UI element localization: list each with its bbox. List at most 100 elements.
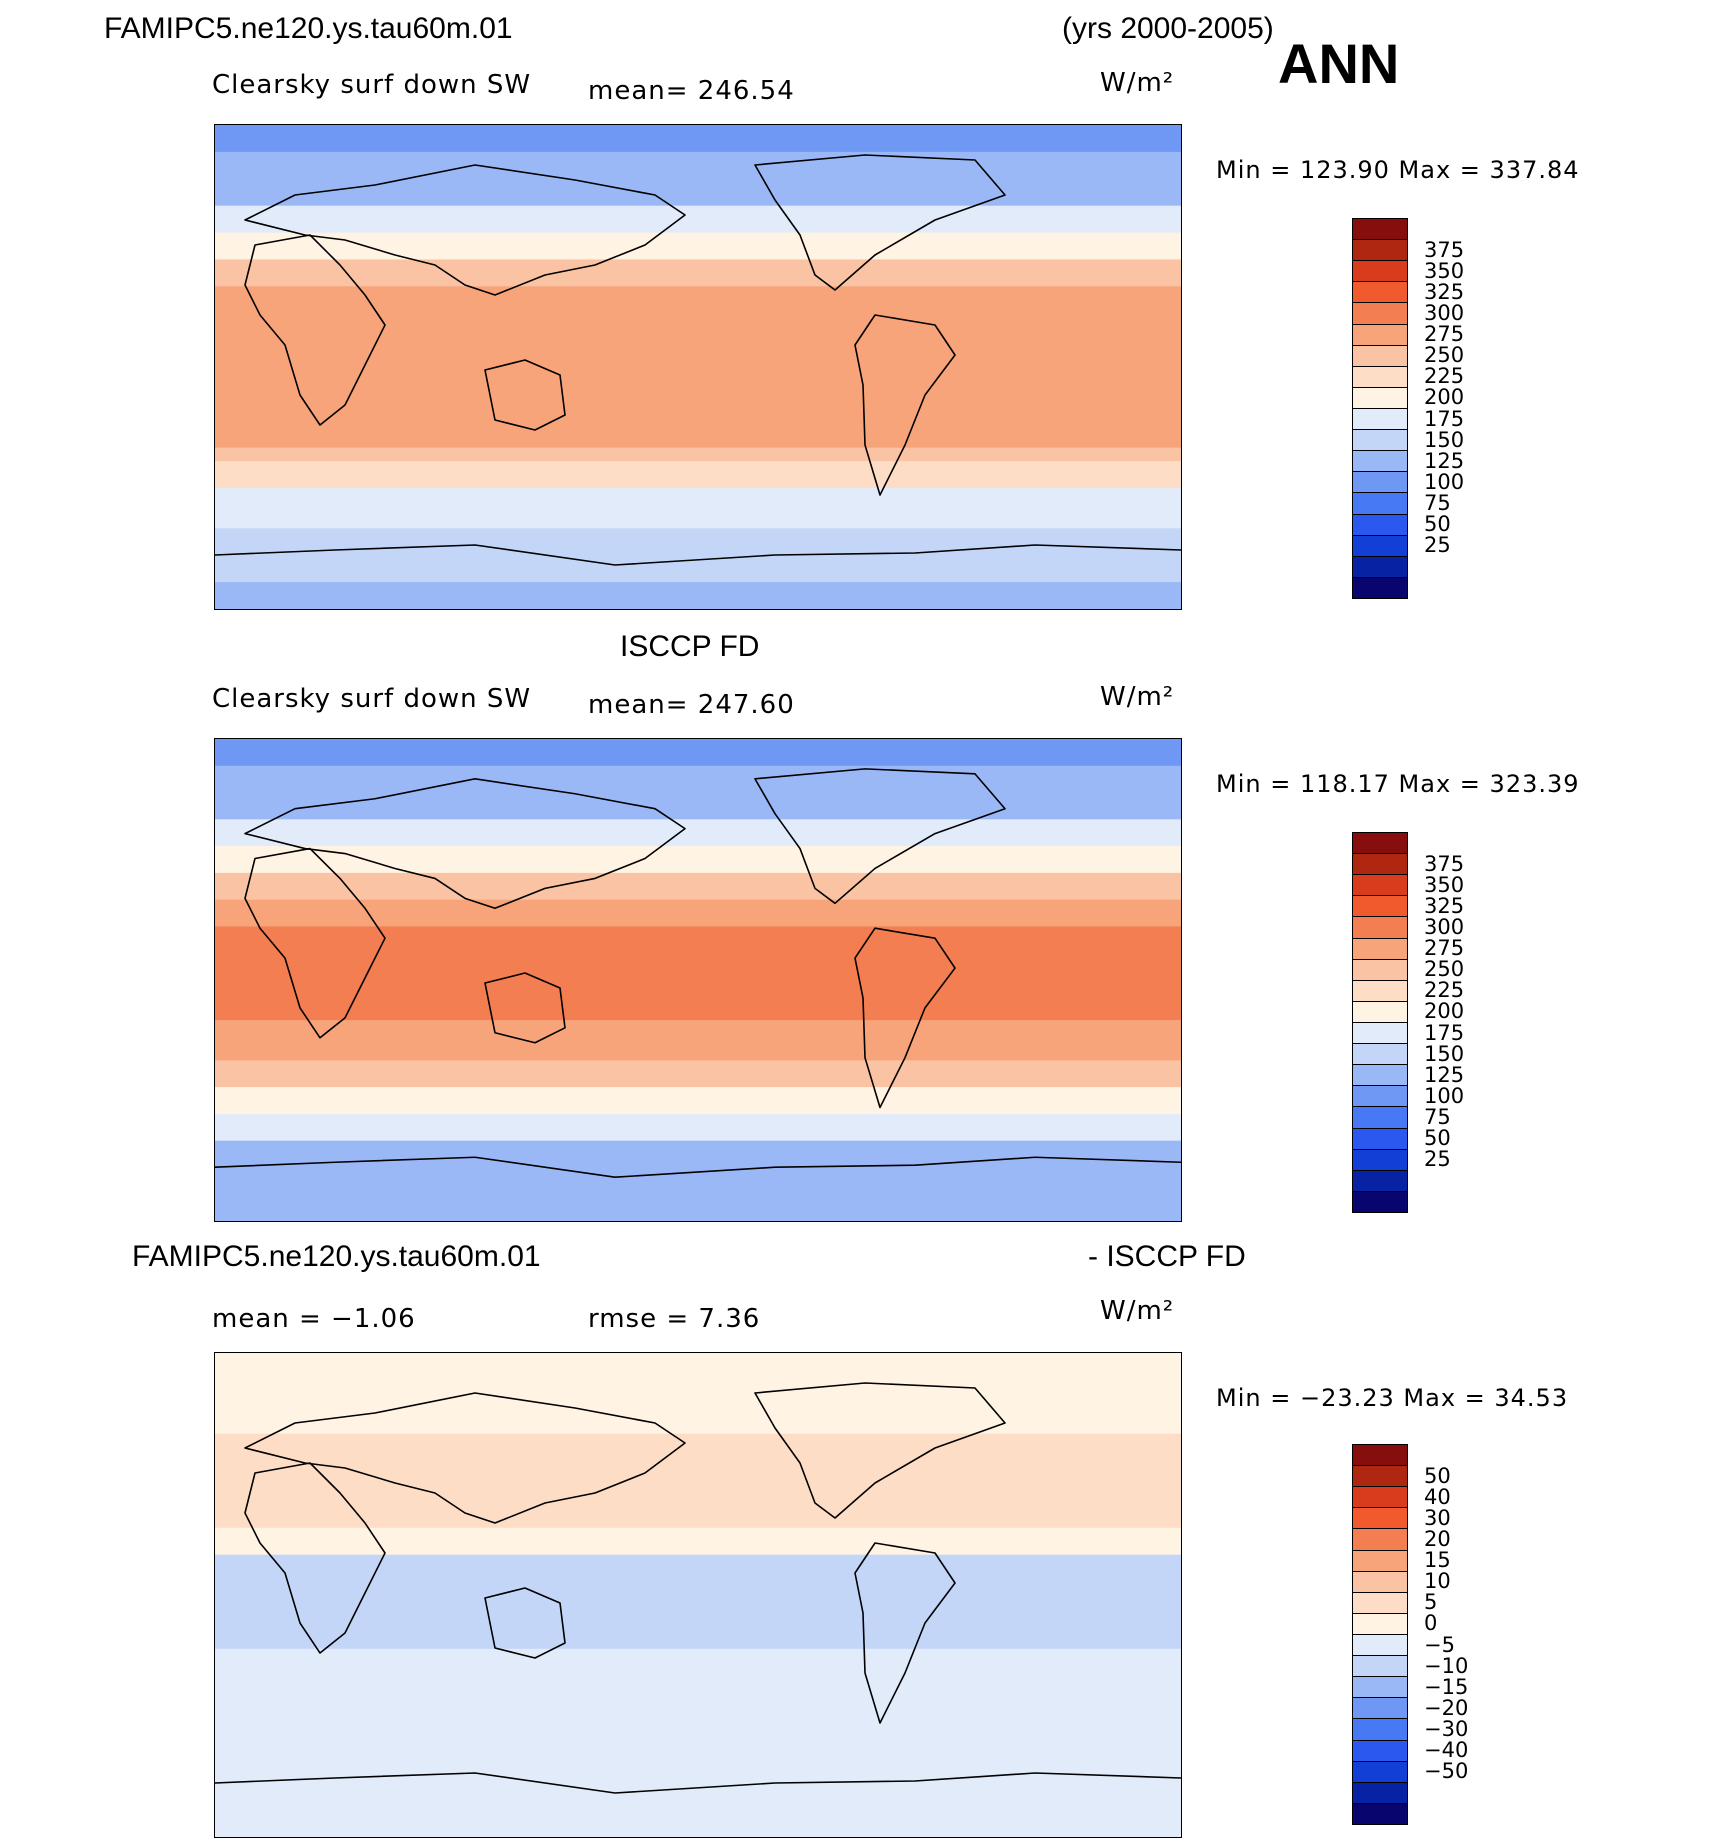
colorbar-swatch xyxy=(1352,576,1408,599)
panel2-variable: Clearsky surf down SW xyxy=(212,684,532,714)
colorbar-swatch xyxy=(1352,874,1408,897)
panel2-map xyxy=(214,738,1182,1222)
colorbar-swatch xyxy=(1352,1022,1408,1045)
colorbar-label: −20 xyxy=(1424,1695,1469,1720)
colorbar-swatch xyxy=(1352,281,1408,304)
zonal-band-9 xyxy=(215,1087,1181,1115)
panel3-title-right: - ISCCP FD xyxy=(1088,1240,1246,1273)
coastline-2 xyxy=(484,359,566,431)
panel1-mean: mean= 246.54 xyxy=(588,76,795,106)
colorbar-swatch xyxy=(1352,492,1408,515)
zonal-band-4 xyxy=(215,872,1181,901)
colorbar-label: 275 xyxy=(1424,936,1465,961)
panel2-mean: mean= 247.60 xyxy=(588,690,795,720)
colorbar-label: 325 xyxy=(1424,893,1465,918)
colorbar-label: 25 xyxy=(1424,533,1451,558)
colorbar-label: 100 xyxy=(1424,1083,1465,1108)
colorbar-swatch xyxy=(1352,1781,1408,1804)
zonal-band-10 xyxy=(215,582,1181,609)
coastline-5 xyxy=(215,544,1181,566)
colorbar-swatch xyxy=(1352,1760,1408,1783)
panel3-units: W/m² xyxy=(1100,1296,1175,1326)
colorbar-swatch xyxy=(1352,937,1408,960)
colorbar-swatch xyxy=(1352,323,1408,346)
colorbar-swatch xyxy=(1352,1127,1408,1150)
panel3-rmse: rmse = 7.36 xyxy=(588,1304,761,1334)
colorbar-swatch xyxy=(1352,1570,1408,1593)
zonal-band-6 xyxy=(215,926,1181,1021)
colorbar-swatch xyxy=(1352,1507,1408,1530)
panel3-contour-field xyxy=(215,1353,1181,1837)
zonal-band-5 xyxy=(215,1648,1181,1757)
zonal-band-7 xyxy=(215,1020,1181,1061)
zonal-band-2 xyxy=(215,819,1181,847)
colorbar-swatch xyxy=(1352,1064,1408,1087)
zonal-band-8 xyxy=(215,1060,1181,1088)
panel1-map xyxy=(214,124,1182,610)
colorbar-label: 30 xyxy=(1424,1505,1451,1530)
panel1-variable: Clearsky surf down SW xyxy=(212,70,532,100)
colorbar-label: 350 xyxy=(1424,258,1465,283)
colorbar-swatch xyxy=(1352,302,1408,325)
panel2-minmax: Min = 118.17 Max = 323.39 xyxy=(1216,770,1580,798)
colorbar-label: 375 xyxy=(1424,851,1465,876)
coastline-3 xyxy=(754,154,1006,291)
colorbar-label: 250 xyxy=(1424,343,1465,368)
colorbar-swatch xyxy=(1352,1549,1408,1572)
colorbar-swatch xyxy=(1352,555,1408,578)
colorbar-label: −5 xyxy=(1424,1632,1455,1657)
colorbar-swatch xyxy=(1352,1655,1408,1678)
colorbar-swatch xyxy=(1352,344,1408,367)
colorbar-swatch xyxy=(1352,1718,1408,1741)
panel2-contour-field xyxy=(215,739,1181,1221)
colorbar-label: 275 xyxy=(1424,322,1465,347)
zonal-band-7 xyxy=(215,461,1181,489)
colorbar-label: −10 xyxy=(1424,1653,1469,1678)
colorbar-label: 125 xyxy=(1424,1062,1465,1087)
panel3-mean: mean = −1.06 xyxy=(212,1304,416,1334)
coastline-5 xyxy=(215,1772,1181,1794)
colorbar-swatch xyxy=(1352,1528,1408,1551)
colorbar-label: 50 xyxy=(1424,1126,1451,1151)
coastline-1 xyxy=(244,778,686,910)
colorbar-label: 125 xyxy=(1424,448,1465,473)
colorbar-label: 5 xyxy=(1424,1590,1438,1615)
colorbar-label: 175 xyxy=(1424,406,1465,431)
colorbar-swatch xyxy=(1352,1444,1408,1467)
zonal-band-2 xyxy=(215,205,1181,234)
coastline-1 xyxy=(244,1392,686,1524)
season-label: ANN xyxy=(1278,32,1400,95)
zonal-band-6 xyxy=(215,447,1181,462)
zonal-band-8 xyxy=(215,488,1181,529)
panel2-title: ISCCP FD xyxy=(620,630,760,663)
colorbar-swatch xyxy=(1352,429,1408,452)
coastline-4 xyxy=(854,314,956,496)
colorbar-label: 150 xyxy=(1424,427,1465,452)
colorbar-label: 175 xyxy=(1424,1020,1465,1045)
colorbar-swatch xyxy=(1352,386,1408,409)
colorbar-label: −40 xyxy=(1424,1738,1469,1763)
panel1-colorbar: 375 350 325 300 275 250 225 200 175 150 125 100 75 50… xyxy=(1352,218,1482,599)
colorbar-label: 50 xyxy=(1424,512,1451,537)
colorbar-swatch xyxy=(1352,471,1408,494)
colorbar-label: −50 xyxy=(1424,1759,1469,1784)
coastline-5 xyxy=(215,1156,1181,1178)
panel3-title-left: FAMIPC5.ne120.ys.tau60m.01 xyxy=(132,1240,541,1273)
colorbar-label: −15 xyxy=(1424,1674,1469,1699)
colorbar-swatch xyxy=(1352,1612,1408,1635)
colorbar-swatch xyxy=(1352,513,1408,536)
panel1-contour-field xyxy=(215,125,1181,609)
colorbar-label: 350 xyxy=(1424,872,1465,897)
zonal-band-1 xyxy=(215,765,1181,820)
colorbar-label: 75 xyxy=(1424,1105,1451,1129)
colorbar-swatch xyxy=(1352,895,1408,918)
colorbar-swatch xyxy=(1352,450,1408,473)
colorbar-label: 100 xyxy=(1424,469,1465,494)
colorbar-swatch xyxy=(1352,218,1408,241)
colorbar-label: 300 xyxy=(1424,301,1465,325)
colorbar-swatch xyxy=(1352,260,1408,283)
colorbar-swatch xyxy=(1352,1148,1408,1171)
panel2-colorbar: 375 350 325 300 275 250 225 200 175 150 125 100 75 50… xyxy=(1352,832,1482,1213)
colorbar-label: 225 xyxy=(1424,978,1465,1003)
colorbar-swatch xyxy=(1352,958,1408,981)
